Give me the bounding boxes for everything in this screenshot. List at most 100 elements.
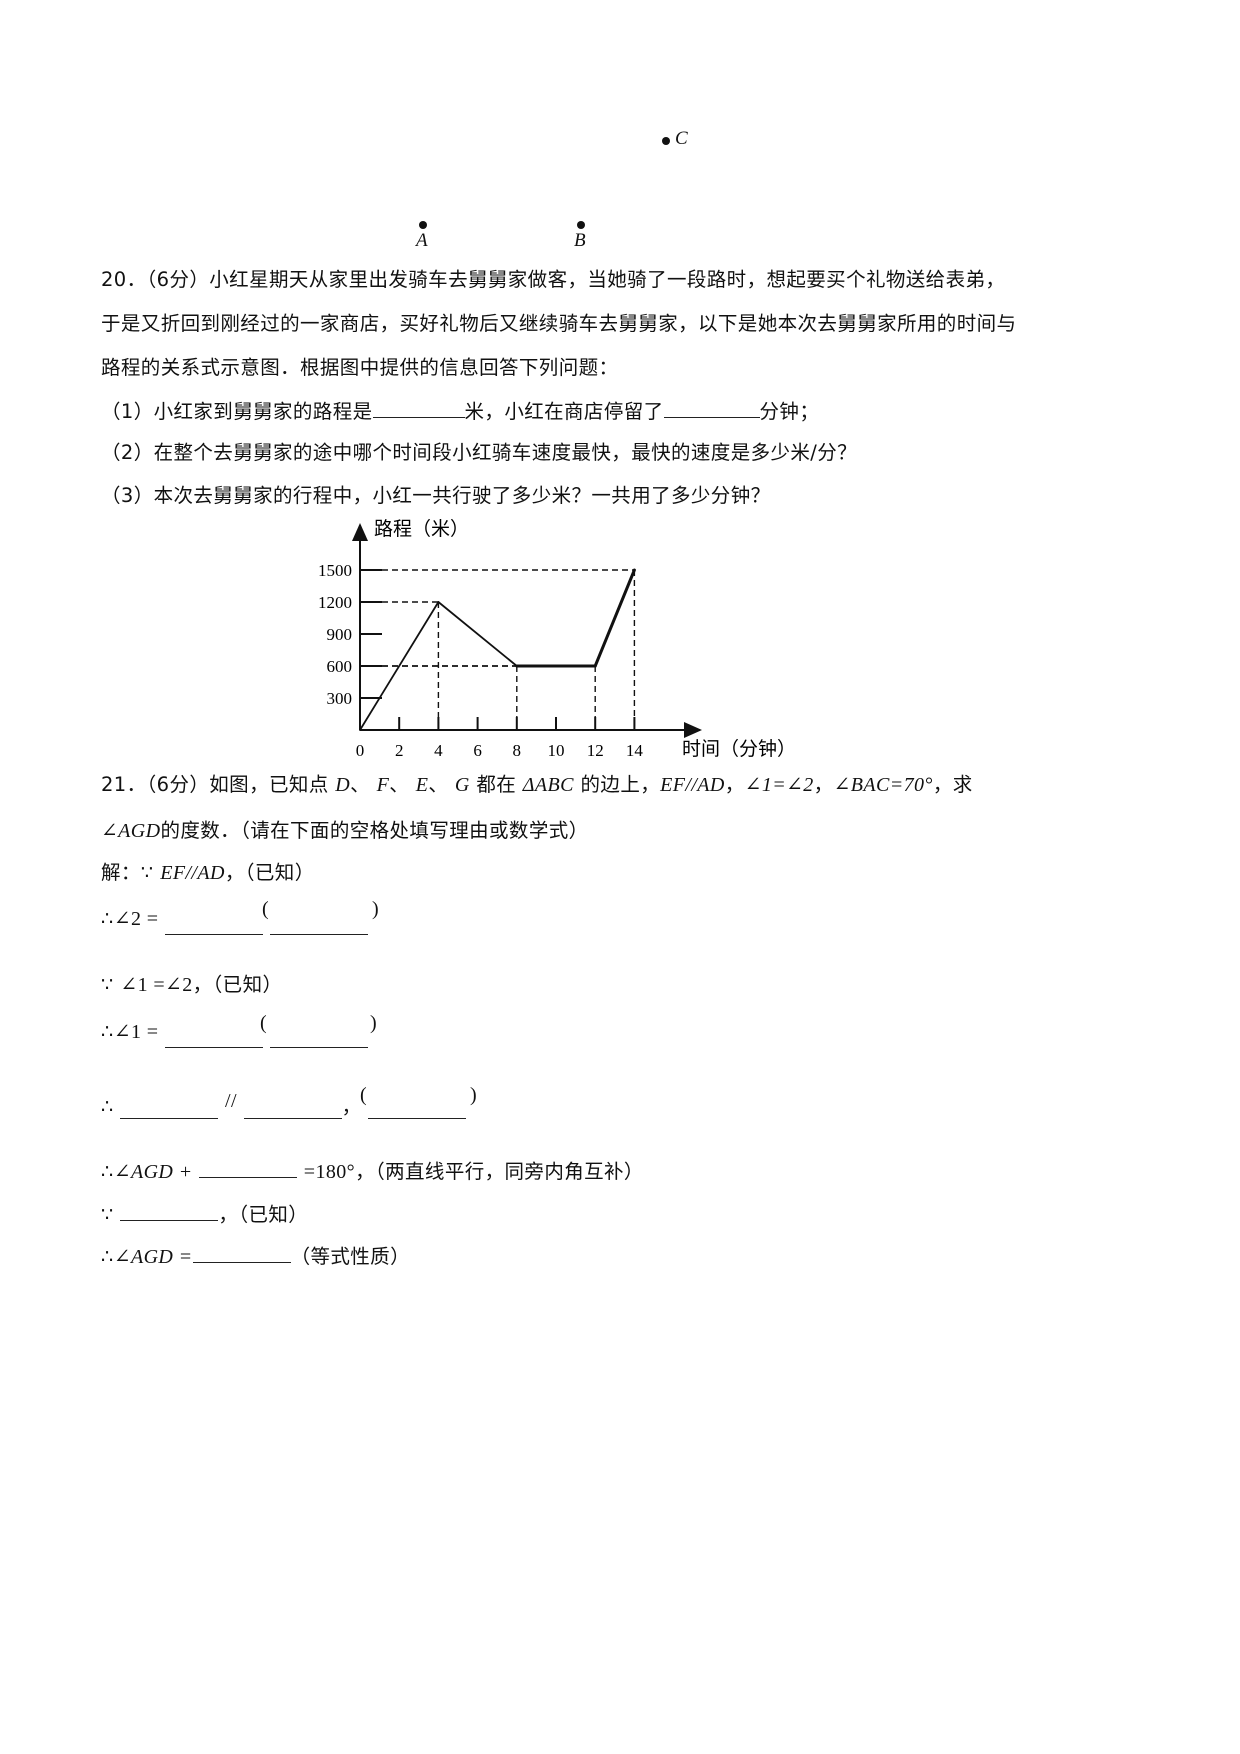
triangle-abc: ΔABC [522,774,574,796]
x-tick-label: 4 [434,741,443,760]
q20-line2: 于是又折回到刚经过的一家商店，买好礼物后又继续骑车去舅舅家，以下是她本次去舅舅家… [101,312,1017,335]
x-tick-label: 2 [395,741,404,760]
y-axis-label: 路程（米） [374,518,469,540]
distance-time-chart: 路程（米） 时间（分钟） 0 2 4 6 8 10 12 14 300 600 900 1200 150… [318,518,796,760]
solution-step-4: ∴∠1 = [101,1017,368,1048]
y-tick-label: 1500 [318,561,352,580]
therefore-symbol: ∴ [101,1245,114,1268]
q20-line3: 路程的关系式示意图．根据图中提供的信息回答下列问题： [101,356,619,379]
step4-lparen: ( [260,1012,267,1034]
point-f: F [376,774,390,796]
x-axis-label: 时间（分钟） [682,738,796,760]
x-tick-label: 6 [473,741,482,760]
solution-head: 解： [101,861,141,884]
angle-agd: ∠AGD [101,820,161,842]
known-reason: ，（已知） [224,861,315,884]
step6-angle-blank[interactable] [199,1157,298,1178]
known-reason: ，（已知） [192,973,283,996]
angle-agd-plus: ∠AGD + [113,1161,193,1183]
angle-2-eq: ∠2 = [113,908,159,930]
point-b-label: B [574,230,586,251]
series-segment [593,568,636,668]
separator: 、 [350,773,371,796]
solution-step-6: ∴∠AGD + =180°，（两直线平行，同旁内角互补） [101,1157,644,1185]
point-e: E [415,774,429,796]
angle-1-eq-angle-2: ∠1 =∠2 [120,974,193,996]
point-a-label: A [416,230,428,251]
solution-step-3: ∵ ∠1 =∠2，（已知） [101,972,282,998]
step5-rparen: ) [470,1084,477,1106]
comma: ， [813,773,834,796]
q21-line1: 21．（6分）如图，已知点 D、 F、 E、 G 都在 ΔABC 的边上，EF/… [101,772,973,798]
x-tick-label: 12 [587,741,604,760]
separator: 、 [428,773,449,796]
step2-reason-blank[interactable] [269,914,368,935]
point-g: G [454,774,470,796]
q21-line2: ∠AGD的度数．（请在下面的空格处填写理由或数学式） [101,818,589,844]
step5-lparen: ( [360,1084,367,1106]
step4-value-blank[interactable] [165,1027,264,1048]
because-symbol: ∵ [101,1203,114,1226]
step4-rparen: ) [370,1012,377,1034]
point-d: D [335,774,351,796]
parallel-symbol: // [225,1090,237,1112]
point-b-dot [577,221,585,229]
stay-time-answer-blank[interactable] [663,397,760,418]
step4-reason-blank[interactable] [269,1027,368,1048]
q21-intro: 21．（6分）如图，已知点 [101,773,329,796]
point-a-dot [419,221,427,229]
point-c-label: C [675,128,688,149]
therefore-symbol: ∴ [101,907,114,930]
q20-sub1-part-c: 分钟； [759,400,820,423]
step2-lparen: ( [262,898,269,920]
step2-rparen: ) [372,898,379,920]
angle-agd-eq: ∠AGD = [113,1246,193,1268]
because-symbol: ∵ [140,861,154,884]
equals-180: =180° [303,1161,356,1183]
point-c-dot [662,137,670,145]
step5-reason-blank[interactable] [368,1098,467,1119]
q20-sub3: （3）本次去舅舅家的行程中，小红一共行驶了多少米？一共用了多少分钟？ [101,484,771,507]
condition-ef-parallel-ad: EF//AD [660,774,725,796]
because-symbol: ∵ [101,973,114,996]
known-reason: ，（已知） [218,1203,309,1226]
step5-line2-blank[interactable] [243,1098,342,1119]
therefore-symbol: ∴ [101,1095,114,1118]
x-tick-label: 10 [548,741,565,760]
q20-sub1-part-a: （1）小红家到舅舅家的路程是 [101,400,373,423]
q20-sub1: （1）小红家到舅舅家的路程是 米，小红在商店停留了 分钟； [101,397,819,425]
condition-angle-bac: ∠BAC=70° [833,774,933,796]
solution-step-1: 解：∵ EF//AD，（已知） [101,860,315,886]
solution-step-8: ∴∠AGD = （等式性质） [101,1242,410,1270]
step5-line1-blank[interactable] [120,1098,219,1119]
q20-line1: 20．（6分）小红星期天从家里出发骑车去舅舅家做客，当她骑了一段路时，想起要买个… [101,268,1006,291]
angle-1-eq: ∠1 = [113,1021,159,1043]
therefore-symbol: ∴ [101,1020,114,1043]
y-tick-label: 300 [327,689,353,708]
ef-parallel-ad: EF//AD [160,862,225,884]
y-tick-label: 1200 [318,593,352,612]
solution-step-7: ∵ ，（已知） [101,1200,308,1228]
step8-reason: （等式性质） [290,1245,410,1268]
series-segment [359,601,440,731]
solution-step-2: ∴∠2 = [101,904,368,935]
distance-answer-blank[interactable] [372,397,465,418]
y-tick-label: 900 [327,625,353,644]
separator: 、 [389,773,410,796]
series-segment [437,601,518,667]
y-tick-label: 600 [327,657,353,676]
step2-value-blank[interactable] [165,914,264,935]
q20-sub1-part-b: 米，小红在商店停留了 [464,400,664,423]
q21-instruction: 的度数．（请在下面的空格处填写理由或数学式） [160,819,589,842]
q21-ask: ，求 [932,773,973,796]
step6-reason: ，（两直线平行，同旁内角互补） [355,1160,644,1183]
comma: ， [341,1095,362,1118]
q20-sub2: （2）在整个去舅舅家的途中哪个时间段小红骑车速度最快，最快的速度是多少米/分？ [101,441,858,464]
q21-edges: 的边上， [580,773,661,796]
x-tick-label: 8 [513,741,522,760]
step7-value-blank[interactable] [120,1200,219,1221]
step8-answer-blank[interactable] [192,1242,291,1263]
x-tick-label: 14 [626,741,644,760]
solution-step-5: ∴ // ， [101,1090,467,1120]
condition-angle-equal: ∠1=∠2 [744,774,814,796]
